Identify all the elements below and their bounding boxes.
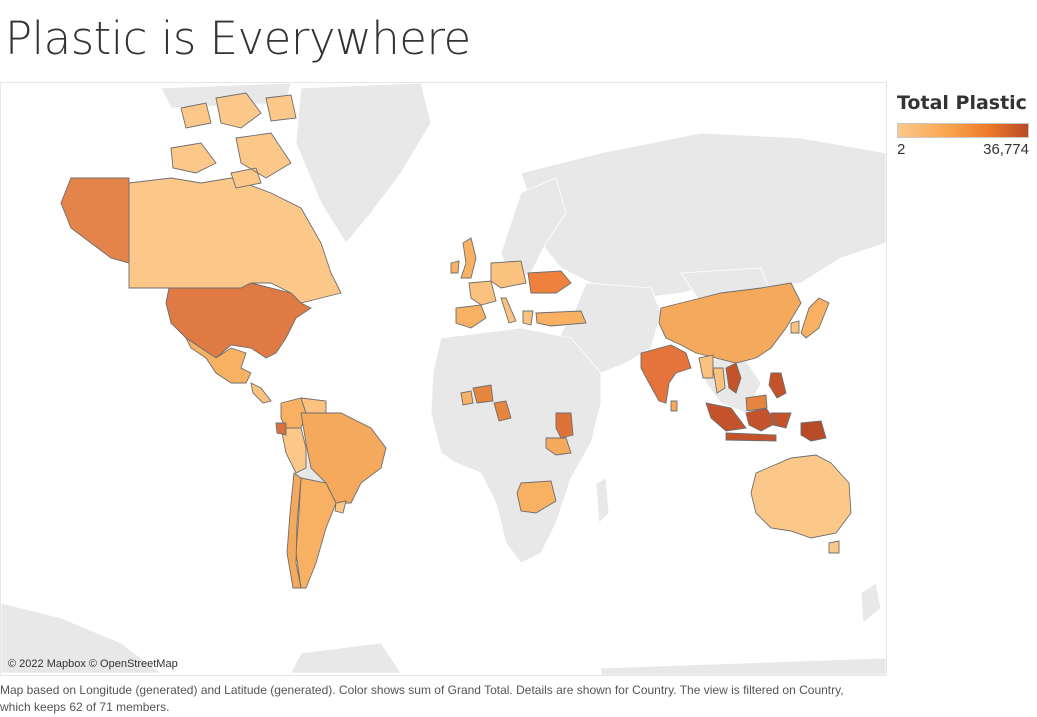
legend-min-label: 2 <box>897 141 906 158</box>
country-central-europe[interactable] <box>490 260 527 289</box>
country-layer <box>60 92 852 589</box>
country-korea[interactable] <box>790 320 800 334</box>
legend-labels: 2 36,774 <box>897 141 1029 158</box>
country-nigeria[interactable] <box>472 384 494 404</box>
country-greece[interactable] <box>522 310 534 326</box>
country-kenya[interactable] <box>555 412 574 439</box>
country-spain[interactable] <box>455 304 487 329</box>
country-myanmar[interactable] <box>698 354 714 379</box>
background-land <box>1 83 886 675</box>
country-ecuador[interactable] <box>275 422 287 436</box>
country-australia[interactable] <box>750 454 852 539</box>
country-turkey[interactable] <box>535 310 587 327</box>
color-legend: Total Plastic 2 36,774 <box>897 92 1033 158</box>
country-sri-lanka[interactable] <box>670 400 678 412</box>
page-title: Plastic is Everywhere <box>5 12 471 65</box>
country-chile[interactable] <box>286 472 302 589</box>
country-mexico[interactable] <box>184 336 252 384</box>
legend-title: Total Plastic <box>897 92 1027 114</box>
country-alaska[interactable] <box>60 177 130 264</box>
country-uruguay[interactable] <box>334 500 347 514</box>
country-uk[interactable] <box>450 237 477 279</box>
country-philippines[interactable] <box>768 372 787 399</box>
country-japan[interactable] <box>800 297 830 339</box>
country-central-america[interactable] <box>250 382 272 404</box>
country-united-states[interactable] <box>165 282 312 359</box>
map-caption: Map based on Longitude (generated) and L… <box>0 683 844 714</box>
world-map[interactable]: © 2022 Mapbox © OpenStreetMap <box>0 82 887 676</box>
country-china[interactable] <box>658 282 802 364</box>
country-malaysia[interactable] <box>745 394 768 412</box>
map-canvas[interactable] <box>1 83 886 675</box>
country-south-africa[interactable] <box>516 480 557 514</box>
country-peru[interactable] <box>280 427 307 474</box>
country-tasmania[interactable] <box>828 540 840 554</box>
country-argentina[interactable] <box>295 477 337 589</box>
country-india[interactable] <box>640 344 692 404</box>
country-cameroon[interactable] <box>493 400 512 422</box>
country-canada[interactable] <box>128 177 342 304</box>
map-attribution[interactable]: © 2022 Mapbox © OpenStreetMap <box>8 658 178 670</box>
legend-max-label: 36,774 <box>983 141 1029 158</box>
country-italy[interactable] <box>500 297 517 324</box>
legend-gradient-bar <box>897 123 1029 138</box>
country-thailand[interactable] <box>712 367 726 394</box>
country-canada-islands[interactable] <box>170 92 297 189</box>
country-brazil[interactable] <box>300 412 387 504</box>
country-indonesia[interactable] <box>705 402 792 442</box>
country-vietnam[interactable] <box>725 362 742 394</box>
country-tanzania[interactable] <box>545 437 572 456</box>
country-ukraine[interactable] <box>527 270 572 294</box>
country-ghana[interactable] <box>460 390 474 406</box>
country-papua-new-guinea[interactable] <box>800 420 827 442</box>
country-france[interactable] <box>468 280 497 306</box>
